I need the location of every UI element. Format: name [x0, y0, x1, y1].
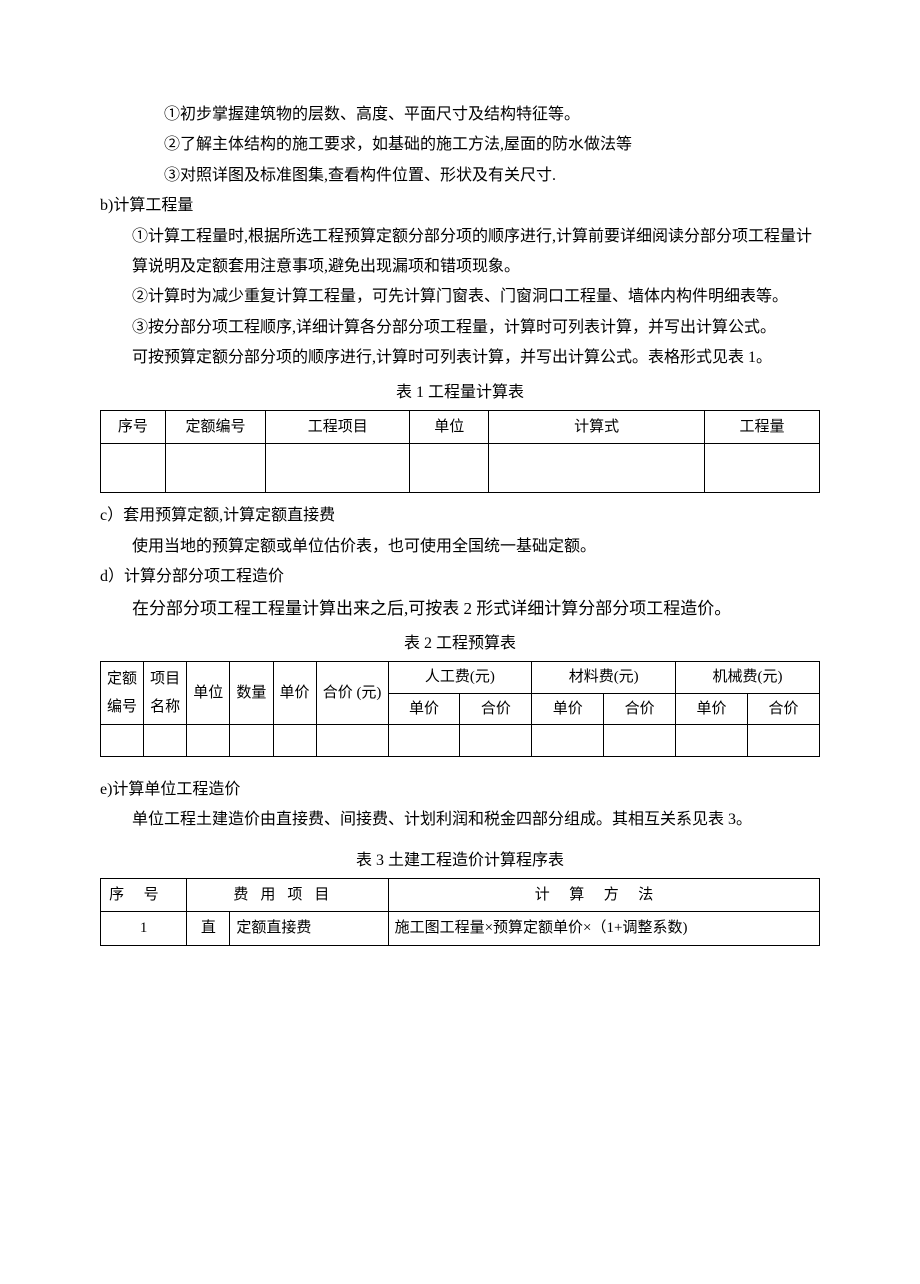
table2-header-cell: 合价	[460, 693, 532, 725]
table3-header-cell: 计算方法	[388, 878, 819, 912]
table2-header-cell: 单价	[676, 693, 748, 725]
table2: 定额编号 项目名称 单位 数量 单价 合价 (元) 人工费(元) 材料费(元) …	[100, 661, 820, 757]
table2-header-cell: 材料费(元)	[532, 662, 676, 694]
table1-header-cell: 计算式	[489, 410, 705, 444]
paragraph: ②计算时为减少重复计算工程量，可先计算门窗表、门窗洞口工程量、墙体内构件明细表等…	[100, 282, 820, 312]
table1-caption: 表 1 工程量计算表	[100, 378, 820, 408]
table2-header-cell: 机械费(元)	[676, 662, 820, 694]
table3-header-cell: 序号	[101, 878, 187, 912]
table2-header-row1: 定额编号 项目名称 单位 数量 单价 合价 (元) 人工费(元) 材料费(元) …	[101, 662, 820, 694]
paragraph: ③对照详图及标准图集,查看构件位置、形状及有关尺寸.	[100, 161, 820, 191]
table3-cell: 施工图工程量×预算定额单价×（1+调整系数)	[388, 912, 819, 946]
table2-header-cell: 数量	[230, 662, 273, 725]
table1-header-cell: 工程项目	[266, 410, 410, 444]
table1: 序号 定额编号 工程项目 单位 计算式 工程量	[100, 410, 820, 494]
section-heading-b: b)计算工程量	[100, 191, 820, 221]
table2-header-cell: 项目名称	[144, 662, 187, 725]
table1-header-cell: 工程量	[704, 410, 819, 444]
section-heading-c: c）套用预算定额,计算定额直接费	[100, 501, 820, 531]
paragraph: ②了解主体结构的施工要求，如基础的施工方法,屋面的防水做法等	[100, 130, 820, 160]
table2-header-cell: 人工费(元)	[388, 662, 532, 694]
table3-cell: 直	[187, 912, 230, 946]
paragraph: ③按分部分项工程顺序,详细计算各分部分项工程量，计算时可列表计算，并写出计算公式…	[100, 313, 820, 343]
table3-header-cell: 费用项目	[187, 878, 388, 912]
table2-header-cell: 定额编号	[101, 662, 144, 725]
table3-row: 1 直 定额直接费 施工图工程量×预算定额单价×（1+调整系数)	[101, 912, 820, 946]
table1-header-cell: 定额编号	[165, 410, 266, 444]
table2-header-cell: 单价	[532, 693, 604, 725]
paragraph: 在分部分项工程工程量计算出来之后,可按表 2 形式详细计算分部分项工程造价。	[100, 593, 820, 625]
table2-header-cell: 单价	[273, 662, 316, 725]
section-heading-d: d）计算分部分项工程造价	[100, 562, 820, 592]
table3-cell: 定额直接费	[230, 912, 388, 946]
section-heading-e: e)计算单位工程造价	[100, 775, 820, 805]
table2-header-cell: 单位	[187, 662, 230, 725]
paragraph: ①初步掌握建筑物的层数、高度、平面尺寸及结构特征等。	[100, 100, 820, 130]
table3-cell: 1	[101, 912, 187, 946]
table1-header-cell: 序号	[101, 410, 166, 444]
table2-header-cell: 合价	[747, 693, 819, 725]
paragraph: 使用当地的预算定额或单位估价表，也可使用全国统一基础定额。	[100, 532, 820, 562]
table2-caption: 表 2 工程预算表	[100, 629, 820, 659]
paragraph: ①计算工程量时,根据所选工程预算定额分部分项的顺序进行,计算前要详细阅读分部分项…	[100, 222, 820, 283]
table2-empty-row	[101, 725, 820, 757]
table2-header-cell: 合价	[604, 693, 676, 725]
table3-header-row: 序号 费用项目 计算方法	[101, 878, 820, 912]
table2-header-cell: 单价	[388, 693, 460, 725]
table3-caption: 表 3 土建工程造价计算程序表	[100, 846, 820, 876]
paragraph: 单位工程土建造价由直接费、间接费、计划利润和税金四部分组成。其相互关系见表 3。	[100, 805, 820, 835]
table1-header-cell: 单位	[410, 410, 489, 444]
table1-empty-row	[101, 444, 820, 493]
table3: 序号 费用项目 计算方法 1 直 定额直接费 施工图工程量×预算定额单价×（1+…	[100, 878, 820, 946]
table2-header-cell: 合价 (元)	[316, 662, 388, 725]
table1-header-row: 序号 定额编号 工程项目 单位 计算式 工程量	[101, 410, 820, 444]
paragraph: 可按预算定额分部分项的顺序进行,计算时可列表计算，并写出计算公式。表格形式见表 …	[100, 343, 820, 373]
